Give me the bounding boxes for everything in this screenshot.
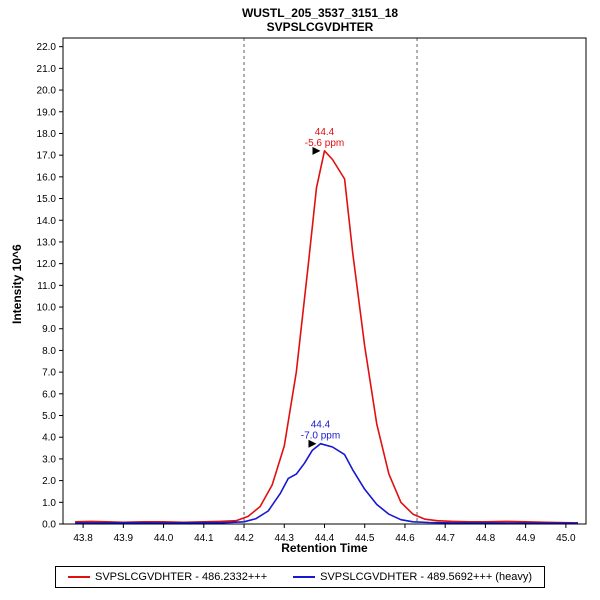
y-tick-label: 16.0: [37, 172, 57, 183]
y-tick-label: 4.0: [42, 433, 56, 444]
plot-border: [62, 37, 587, 525]
y-tick-label: 14.0: [37, 216, 57, 227]
legend-entry-heavy: SVPSLCGVDHTER - 489.5692+++ (heavy): [293, 571, 532, 583]
chromatogram-trace-0[interactable]: [75, 150, 579, 524]
x-tick-label: 44.4: [315, 533, 335, 544]
x-tick-label: 43.9: [114, 533, 134, 544]
y-tick-label: 7.0: [42, 368, 56, 379]
x-tick-label: 44.6: [395, 533, 415, 544]
peak-arrow-icon: [308, 439, 317, 448]
x-tick-label: 44.8: [476, 533, 496, 544]
x-tick-label: 44.3: [275, 533, 295, 544]
y-tick-label: 18.0: [37, 129, 57, 140]
x-tick-label: 44.2: [234, 533, 254, 544]
peak-ppm-annotation-1: -7.0 ppm: [301, 431, 340, 442]
y-tick-label: 17.0: [37, 151, 57, 162]
peak-rt-annotation-1: 44.4: [311, 420, 331, 431]
page-title: WUSTL_205_3537_3151_18: [241, 6, 399, 20]
legend-line-light-icon: [68, 576, 91, 578]
y-tick-label: 20.0: [37, 86, 57, 97]
y-tick-label: 19.0: [37, 107, 57, 118]
y-tick-label: 13.0: [37, 237, 57, 248]
y-tick-label: 5.0: [42, 411, 56, 422]
legend-entry-light: SVPSLCGVDHTER - 486.2332+++: [68, 571, 267, 583]
y-tick-label: 21.0: [37, 64, 57, 75]
y-tick-label: 0.0: [42, 520, 56, 531]
y-tick-label: 22.0: [37, 42, 57, 53]
y-tick-label: 11.0: [37, 281, 56, 292]
legend-label-heavy: SVPSLCGVDHTER - 489.5692+++ (heavy): [320, 571, 532, 583]
x-tick-label: 44.1: [194, 533, 214, 544]
x-axis-label: Retention Time: [281, 541, 368, 555]
x-tick-label: 44.0: [154, 533, 174, 544]
x-tick-label: 44.5: [355, 533, 375, 544]
peak-arrow-icon: [312, 146, 321, 155]
y-tick-label: 15.0: [37, 194, 57, 205]
x-tick-label: 44.9: [516, 533, 536, 544]
x-tick-label: 45.0: [556, 533, 576, 544]
x-tick-label: 43.8: [73, 533, 93, 544]
legend: SVPSLCGVDHTER - 486.2332+++ SVPSLCGVDHTE…: [55, 566, 545, 588]
y-tick-label: 8.0: [42, 346, 56, 357]
legend-line-heavy-icon: [293, 576, 316, 578]
y-tick-label: 12.0: [37, 259, 57, 270]
chromatogram-trace-1[interactable]: [75, 442, 578, 524]
peptide-subtitle: SVPSLCGVDHTER: [266, 20, 374, 34]
y-tick-label: 3.0: [42, 454, 56, 465]
y-tick-label: 6.0: [42, 389, 56, 400]
x-tick-label: 44.7: [435, 533, 455, 544]
y-tick-label: 1.0: [42, 498, 56, 509]
peak-rt-annotation-0: 44.4: [315, 127, 335, 138]
peak-ppm-annotation-0: -5.6 ppm: [305, 138, 344, 149]
y-tick-label: 2.0: [42, 476, 56, 487]
y-tick-label: 9.0: [42, 324, 56, 335]
legend-label-light: SVPSLCGVDHTER - 486.2332+++: [95, 571, 268, 583]
y-tick-label: 10.0: [37, 303, 57, 314]
